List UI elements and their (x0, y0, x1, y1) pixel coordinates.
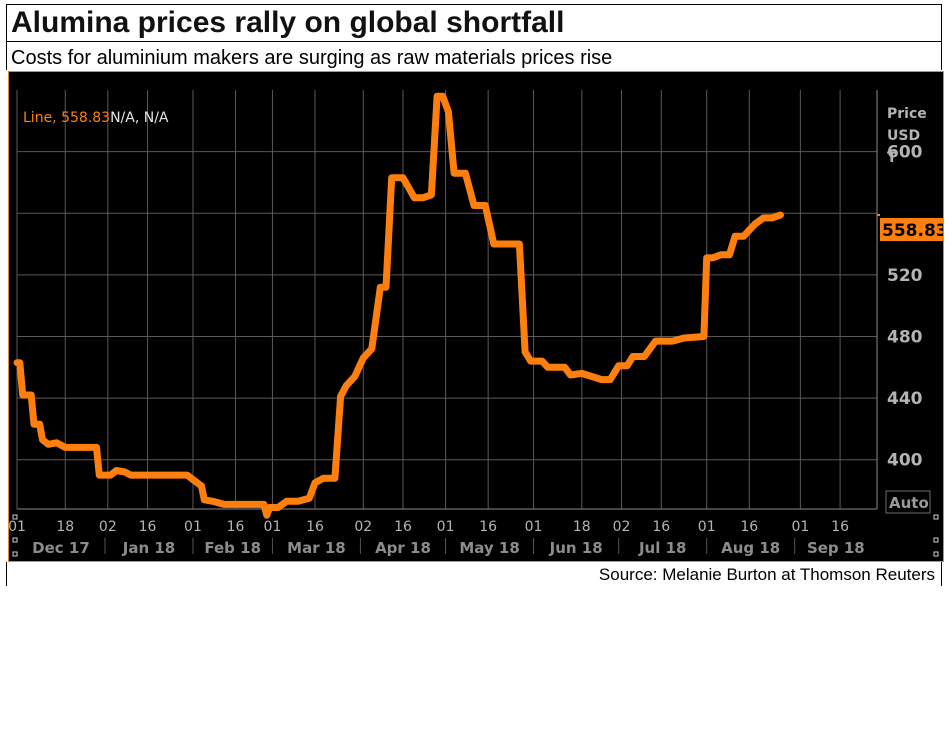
source-credit: Source: Melanie Burton at Thomson Reuter… (598, 565, 935, 584)
price-chart: 01 18 02 16 01 16 01 16 02 16 01 16 01 18 02 16 01 16 01 16… (8, 90, 948, 557)
x-tick-label: 16 (831, 519, 849, 535)
auto-scale-button[interactable]: Auto (889, 494, 929, 512)
x-tick-label: 16 (740, 519, 758, 535)
x-tick-label: 01 (9, 519, 26, 535)
auto-scale-button-bg[interactable] (885, 490, 931, 514)
y-tick-label: 480 (887, 327, 923, 347)
x-month-label: May 18 (459, 539, 519, 557)
series-line-line (13, 92, 784, 519)
x-tick-label: 01 (525, 519, 543, 535)
y-tick-label: 600 (887, 143, 923, 163)
x-tick-label: 02 (99, 519, 117, 535)
x-month-label: Jul 18 (638, 539, 687, 557)
x-month-label: Mar 18 (287, 539, 346, 557)
source-box: Source: Melanie Burton at Thomson Reuter… (6, 562, 942, 586)
legend-extra-label: N/A, N/A (110, 110, 169, 126)
selection-handle (12, 551, 18, 557)
series-layer (13, 92, 880, 519)
selection-handles (12, 514, 939, 557)
axis-labels: 01 18 02 16 01 16 01 16 02 16 01 16 01 18 02 16 01 16 01 16… (8, 143, 923, 557)
unit-label-t: T (887, 150, 897, 166)
selection-handle (12, 537, 18, 543)
x-tick-label: 16 (479, 519, 497, 535)
x-tick-label: 01 (264, 519, 282, 535)
x-tick-label: 16 (139, 519, 157, 535)
chart-title: Alumina prices rally on global shortfall (11, 6, 565, 39)
last-value-badge (880, 218, 943, 241)
legend-series-label: Line, 558.83 (23, 110, 110, 126)
x-month-label: Apr 18 (375, 539, 431, 557)
chart-panel: 01 18 02 16 01 16 01 16 02 16 01 16 01 18 02 16 01 16 01 16… (8, 71, 948, 562)
unit-label-usd: USD (887, 128, 920, 144)
unit-label-price: Price (887, 106, 927, 122)
x-tick-label: 16 (227, 519, 245, 535)
y-tick-label: 520 (887, 266, 923, 286)
y-tick-label: 440 (887, 389, 923, 409)
title-box: Alumina prices rally on global shortfall (6, 4, 942, 42)
selection-handle (933, 551, 939, 557)
x-tick-label: 01 (791, 519, 809, 535)
x-tick-label: 02 (613, 519, 631, 535)
selection-handle (12, 514, 18, 520)
x-tick-label: 16 (306, 519, 324, 535)
x-month-label: Sep 18 (807, 539, 865, 557)
x-tick-label: 18 (573, 519, 591, 535)
selection-handle (933, 537, 939, 543)
x-tick-label: 16 (394, 519, 412, 535)
x-tick-label: 01 (698, 519, 716, 535)
chart-subtitle: Costs for aluminium makers are surging a… (11, 47, 613, 69)
last-value-label: 558.83 (882, 221, 943, 241)
y-tick-label: 400 (887, 451, 923, 471)
grid-lines (16, 90, 877, 509)
x-month-label: Jun 18 (549, 539, 603, 557)
selection-handle (933, 514, 939, 520)
x-tick-label: 01 (184, 519, 202, 535)
x-tick-label: 02 (354, 519, 372, 535)
x-tick-label: 18 (56, 519, 74, 535)
x-month-label: Feb 18 (204, 539, 261, 557)
x-month-label: Aug 18 (721, 539, 780, 557)
x-month-label: Jan 18 (122, 539, 175, 557)
subtitle-box: Costs for aluminium makers are surging a… (6, 42, 942, 70)
x-tick-label: 01 (437, 519, 455, 535)
x-month-label: Dec 17 (32, 539, 90, 557)
x-tick-label: 16 (652, 519, 670, 535)
axes (17, 90, 878, 554)
